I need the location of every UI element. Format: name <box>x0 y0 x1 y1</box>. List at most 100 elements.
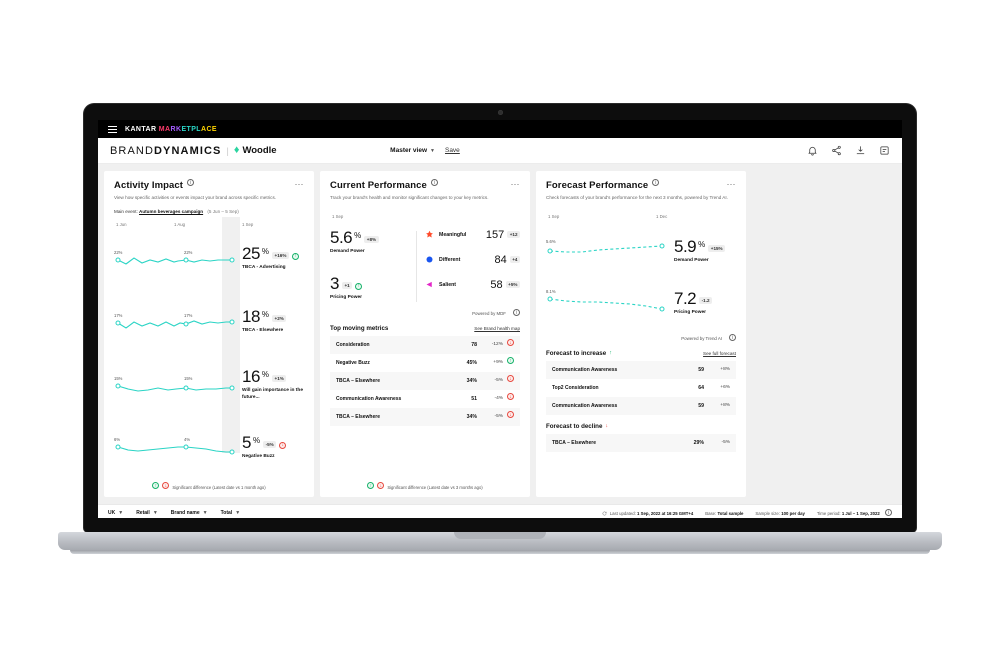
row-name: Communication Awareness <box>552 402 618 409</box>
activity-card-header: Activity Impact i ⋯ <box>114 179 304 191</box>
main-event-link[interactable]: Autumn beverages campaign <box>139 208 204 214</box>
point-label-start: 15% <box>114 375 123 381</box>
table-row[interactable]: Communication Awareness 59 +8% <box>546 396 736 415</box>
metric-block: 5 % -5% ↓ Negative Buzz <box>242 434 304 460</box>
sample-label: Sample size: <box>755 510 781 516</box>
footer-meta-group: Last updated: 1 Sep, 2022 at 16:25 GMT+4… <box>602 508 892 517</box>
filter-category[interactable]: Retail ▼ <box>136 510 158 516</box>
forecast-row[interactable]: 5.6% 5.9 % <box>546 225 736 277</box>
laptop-foot <box>70 550 930 554</box>
point-label-start: 5.6% <box>546 238 556 244</box>
info-icon[interactable]: i <box>729 333 736 341</box>
table-row[interactable]: Top2 Consideration 64 +6% <box>546 379 736 397</box>
table-row[interactable]: TBCA – Elsewhere 29% -5% <box>546 433 736 452</box>
last-updated-meta: Last updated: 1 Sep, 2022 at 16:25 GMT+4 <box>602 511 693 516</box>
row-change: +8% <box>720 403 730 409</box>
table-row[interactable]: Negative Buzz 45% +9% ↑ <box>330 354 520 372</box>
mdf-delta: +5% <box>505 280 520 288</box>
save-view-link[interactable]: Save <box>444 147 460 154</box>
period-label: Time period: <box>816 510 841 516</box>
table-row[interactable]: Communication Awareness 59 +8% <box>546 360 736 379</box>
info-icon[interactable]: i <box>652 179 660 186</box>
see-full-forecast-link[interactable]: See full forecast <box>703 350 736 356</box>
webcam <box>497 110 503 115</box>
activity-axis-labels: 1 Jun 1 Aug 1 Sep <box>114 222 304 227</box>
download-icon[interactable] <box>855 145 866 156</box>
significance-down-icon: ↓ <box>507 375 514 383</box>
master-view-dropdown[interactable]: Master view ▼ <box>390 147 435 154</box>
master-view-label: Master view <box>390 147 428 154</box>
brand-health-map-link[interactable]: See Brand health map <box>474 325 520 331</box>
metric-name: TBCA - Elsewhere <box>242 328 284 334</box>
current-more-menu[interactable]: ⋯ <box>510 179 520 189</box>
forecast-decline-title: Forecast to decline <box>546 422 603 430</box>
metric-name: Pricing Power <box>330 295 362 301</box>
axis-label-0: 1 Sep <box>548 213 560 219</box>
metric-name: Demand Power <box>330 248 365 254</box>
vertical-divider <box>416 230 417 302</box>
legend-up-icon: ↑ <box>367 482 375 489</box>
activity-row[interactable]: 15% 15% 1 <box>114 353 304 416</box>
info-icon[interactable]: i <box>187 179 195 186</box>
forecast-row[interactable]: 8.1% 7.2 -1.2 <box>546 277 736 329</box>
row-name: Communication Awareness <box>336 395 402 402</box>
hamburger-icon[interactable] <box>108 125 117 133</box>
main-event-row: Main event: Autumn beverages campaign (5… <box>114 209 304 214</box>
info-icon[interactable]: i <box>513 308 520 316</box>
metric-block: 18 % +2% TBCA - Elsewhere <box>242 308 304 334</box>
arrow-down-icon: ↓ <box>605 423 609 430</box>
table-row[interactable]: TBCA – Elsewhere 34% -5% ↓ <box>330 407 520 426</box>
branddynamics-logo: BRANDDYNAMICS <box>110 145 221 157</box>
row-change: -4% <box>494 396 503 402</box>
metric-block: 5.6 % +8% Demand Power <box>330 229 410 255</box>
share-icon[interactable] <box>831 145 842 156</box>
row-change: -5% <box>721 440 730 446</box>
sparkline-svg <box>115 256 235 265</box>
mdf-list: Meaningful 157 +12 Different 84 <box>425 229 520 304</box>
filter-brand[interactable]: Brand name ▼ <box>171 510 208 516</box>
row-value: 51 <box>471 395 477 402</box>
sparkline-svg <box>115 319 235 329</box>
filter-country[interactable]: UK ▼ <box>108 510 123 516</box>
activity-row[interactable]: 22% 22% 2 <box>114 227 304 290</box>
info-icon[interactable]: i <box>430 179 438 186</box>
metric-delta: +15% <box>708 244 726 252</box>
mdf-row-different[interactable]: Different 84 +4 <box>425 254 520 266</box>
powered-by-trend-ai: Powered by Trend AI i <box>546 333 736 342</box>
table-row[interactable]: TBCA – Elsewhere 34% -5% ↓ <box>330 371 520 390</box>
mdf-row-salient[interactable]: Salient 58 +5% <box>425 279 520 291</box>
filter-total[interactable]: Total ▼ <box>221 510 241 516</box>
base-label: Base: <box>705 510 717 516</box>
forecast-more-menu[interactable]: ⋯ <box>726 179 736 189</box>
notes-icon[interactable] <box>879 145 890 156</box>
row-value: 59 <box>698 366 704 373</box>
salient-icon <box>426 282 432 288</box>
metric-name: TBCA - Advertising <box>242 265 286 271</box>
activity-more-menu[interactable]: ⋯ <box>294 179 304 189</box>
refresh-icon[interactable] <box>602 511 607 516</box>
row-value: 59 <box>698 402 704 409</box>
mdf-row-meaningful[interactable]: Meaningful 157 +12 <box>425 229 520 241</box>
significance-down-icon: ↓ <box>507 339 514 347</box>
card-activity-impact: Activity Impact i ⋯ View how specific ac… <box>104 171 314 497</box>
info-icon[interactable]: i <box>885 508 892 516</box>
row-name: Negative Buzz <box>336 359 370 366</box>
metric-value: 7.2 <box>674 288 697 308</box>
chevron-down-icon: ▼ <box>118 510 124 516</box>
row-change: +6% <box>720 385 730 391</box>
forecast-increase-title: Forecast to increase <box>546 349 607 357</box>
table-row[interactable]: Consideration 78 -12% ↓ <box>330 335 520 354</box>
kantar-marketplace-logo[interactable]: KANTAR MARKETPLACE <box>125 125 217 133</box>
activity-row[interactable]: 17% 17% 1 <box>114 290 304 353</box>
bell-icon[interactable] <box>807 145 818 156</box>
top-moving-metrics-title: Top moving metrics <box>330 324 389 332</box>
metric-delta: +1 <box>341 282 353 290</box>
table-row[interactable]: Communication Awareness 51 -4% ↓ <box>330 390 520 408</box>
main-event-label: Main event: <box>114 208 138 214</box>
row-value: 34% <box>466 377 477 384</box>
row-value: 64 <box>698 384 704 391</box>
activity-row[interactable]: 6% 4% 5 <box>114 416 304 479</box>
powered-by-trend-ai-text: Powered by Trend AI <box>681 335 722 341</box>
sparkline-chart: 6% 4% <box>114 425 236 471</box>
